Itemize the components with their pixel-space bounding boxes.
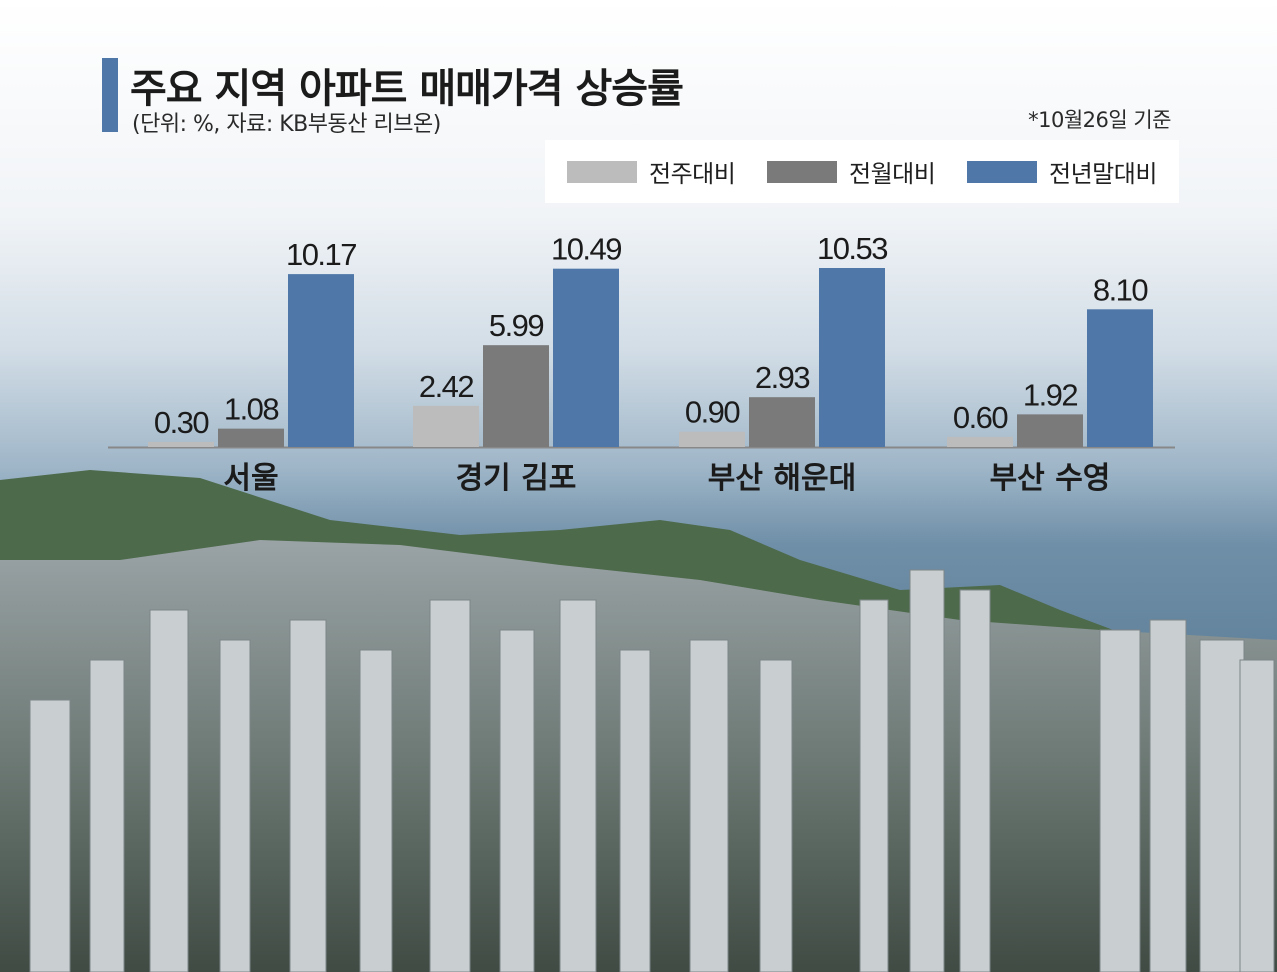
- bar: [288, 274, 354, 447]
- bar: [819, 268, 885, 447]
- title-accent-bar: [102, 58, 118, 132]
- bar: [148, 441, 214, 447]
- legend-swatch-monthly: [767, 160, 837, 183]
- legend-item-ytd: 전년말대비: [967, 140, 1157, 203]
- data-label: 8.10: [1093, 272, 1149, 307]
- category-label: 부산 해운대: [708, 461, 856, 496]
- data-label: 10.49: [551, 232, 621, 267]
- data-label: 1.08: [224, 392, 279, 427]
- data-label: 2.93: [755, 360, 810, 395]
- data-label: 0.90: [685, 395, 741, 430]
- data-label: 2.42: [419, 369, 474, 404]
- date-note: *10월26일 기준: [1028, 108, 1171, 132]
- bar: [218, 428, 284, 447]
- category-label: 서울: [223, 461, 278, 496]
- legend-swatch-ytd: [967, 160, 1037, 183]
- bar: [679, 431, 745, 447]
- bar: [1087, 309, 1153, 447]
- legend-item-weekly: 전주대비: [567, 140, 736, 203]
- data-label: 10.53: [817, 231, 887, 266]
- legend: 전주대비 전월대비 전년말대비: [545, 140, 1179, 203]
- bar: [749, 397, 815, 447]
- data-label: 1.92: [1023, 377, 1078, 412]
- chart-title: 주요 지역 아파트 매매가격 상승률: [130, 66, 684, 112]
- legend-item-monthly: 전월대비: [767, 140, 936, 203]
- data-label: 0.30: [154, 405, 210, 440]
- bar: [483, 345, 549, 447]
- bar: [553, 268, 619, 447]
- category-label: 부산 수영: [990, 461, 1111, 496]
- legend-label-weekly: 전주대비: [649, 160, 736, 188]
- legend-swatch-weekly: [567, 160, 637, 183]
- data-label: 0.60: [953, 400, 1009, 435]
- category-label: 경기 김포: [456, 461, 577, 496]
- bar: [947, 436, 1013, 447]
- legend-label-monthly: 전월대비: [849, 160, 936, 188]
- chart-subtitle: (단위: %, 자료: KB부동산 리브온): [132, 112, 441, 137]
- data-label: 10.17: [286, 237, 356, 272]
- data-label: 5.99: [489, 308, 544, 343]
- legend-label-ytd: 전년말대비: [1049, 160, 1157, 188]
- bar: [1017, 414, 1083, 447]
- bar: [413, 405, 479, 447]
